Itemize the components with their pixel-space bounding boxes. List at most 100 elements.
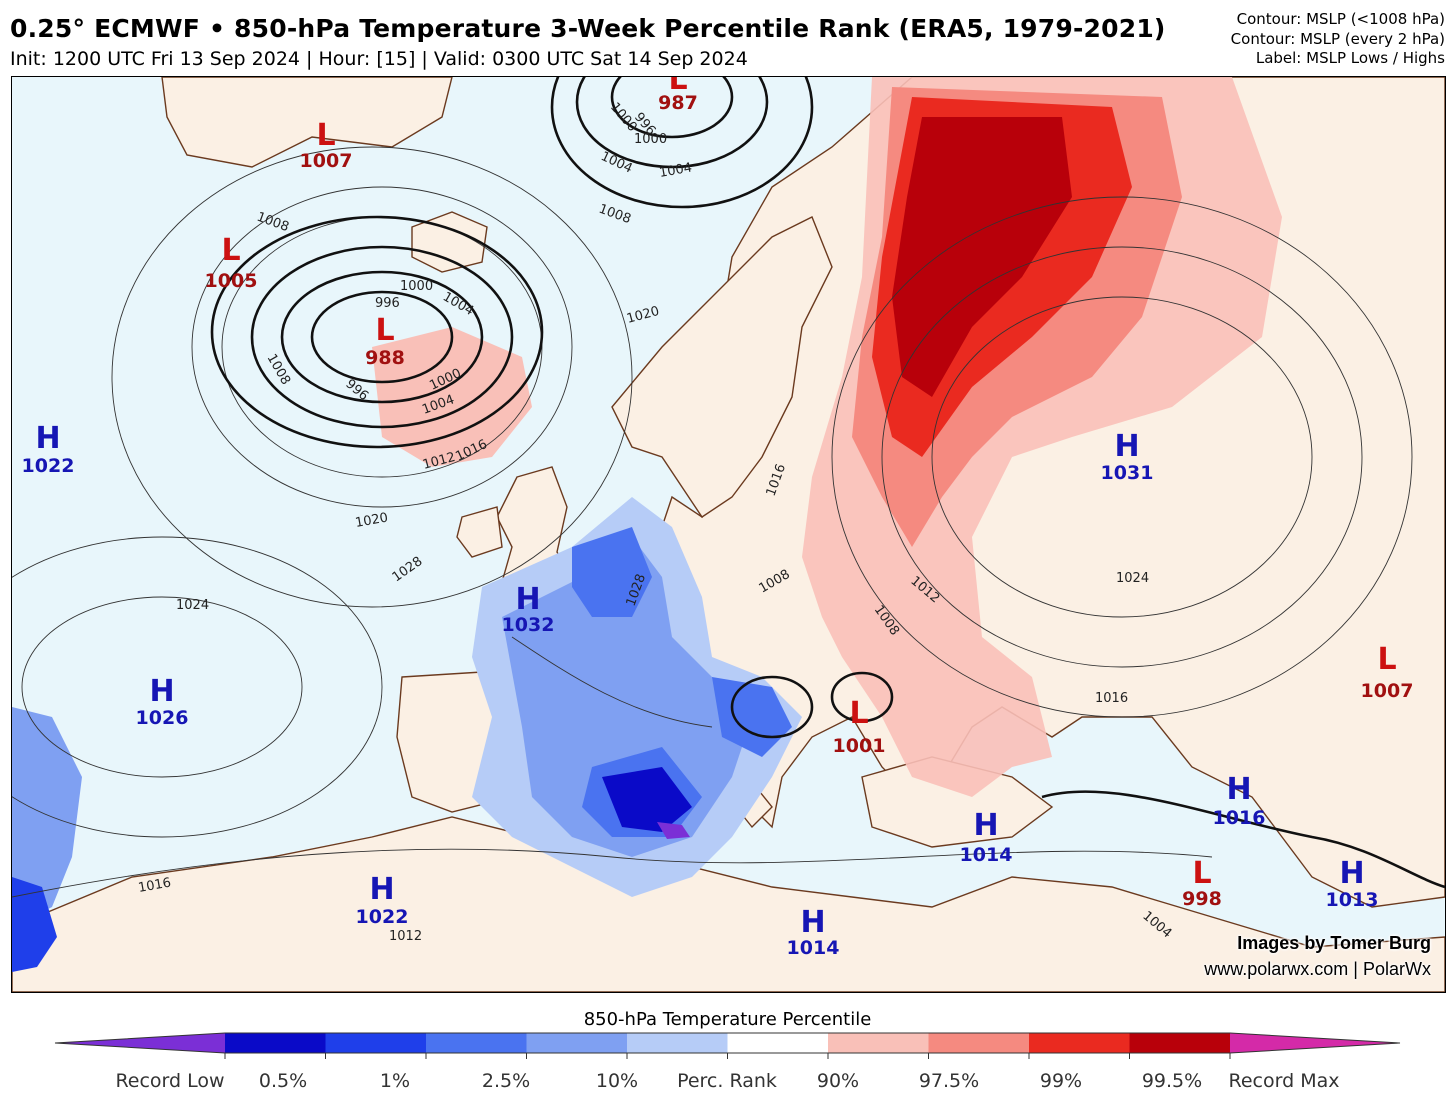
colorbar-label: 0.5% xyxy=(258,1070,308,1092)
high-center-iran: H 1013 xyxy=(1326,856,1379,911)
high-value: 1016 xyxy=(1213,807,1266,829)
credit-website[interactable]: www.polarwx.com | PolarWx xyxy=(1204,959,1431,979)
cold-anomaly-record xyxy=(657,822,690,839)
high-letter: H xyxy=(35,421,60,456)
high-center-libya: H 1014 xyxy=(787,905,840,959)
colorbar-segment xyxy=(426,1033,527,1053)
cold-anomaly-west-deep xyxy=(12,877,57,972)
high-center-turkey: H 1014 xyxy=(960,808,1013,866)
colorbar xyxy=(54,1032,1401,1059)
high-letter: H xyxy=(149,674,174,709)
high-value: 1022 xyxy=(22,455,75,477)
scandinavia-land xyxy=(611,216,833,518)
colorbar-segment-record-max xyxy=(1230,1033,1400,1053)
high-value: 1014 xyxy=(960,844,1013,866)
high-value: 1032 xyxy=(502,614,555,636)
map-subtitle: Init: 1200 UTC Fri 13 Sep 2024 | Hour: [… xyxy=(10,48,748,70)
low-letter: L xyxy=(1377,642,1396,677)
high-letter: H xyxy=(800,905,825,940)
cold-anomaly-1 xyxy=(572,527,792,837)
high-center-azores: H 1026 xyxy=(136,674,189,729)
isobar-label: 1008 xyxy=(255,210,291,235)
low-letter: L xyxy=(375,313,394,348)
colorbar-label: Record Max xyxy=(1228,1070,1340,1092)
contour-note-mslp-low: Contour: MSLP (<1008 hPa) xyxy=(1236,10,1445,28)
colorbar-label: 99.5% xyxy=(1141,1070,1203,1092)
map-title: 0.25° ECMWF • 850-hPa Temperature 3-Week… xyxy=(10,14,1166,43)
high-letter: H xyxy=(1339,856,1364,891)
colorbar-label: Record Low xyxy=(115,1070,225,1092)
colorbar-segment xyxy=(325,1033,427,1053)
low-letter: L xyxy=(316,118,335,153)
warm-anomaly-north-atlantic xyxy=(372,327,532,467)
high-letter: H xyxy=(1226,772,1251,807)
contour-note-mslp-every: Contour: MSLP (every 2 hPa) xyxy=(1230,29,1445,48)
high-value: 1014 xyxy=(787,937,840,959)
isobar-label: 1020 xyxy=(354,510,389,531)
colorbar-segment xyxy=(1029,1033,1130,1053)
cold-anomaly-2-5 xyxy=(502,537,752,857)
colorbar-label: 97.5% xyxy=(918,1070,980,1092)
isobar-label: 1008 xyxy=(597,202,633,227)
isobar-label: 1012 xyxy=(389,929,422,944)
iceland-land xyxy=(411,211,488,273)
colorbar-label: 90% xyxy=(816,1070,860,1092)
low-value: 988 xyxy=(365,347,405,369)
ireland-land xyxy=(456,506,503,558)
greenland-land xyxy=(161,77,453,168)
warm-anomaly-995 xyxy=(892,117,1072,397)
isobar-layer xyxy=(12,146,1413,898)
low-letter: L xyxy=(1192,856,1211,891)
map-canvas: L 1007 L 987 L 1005 L 988 H 1022 H 1031 xyxy=(12,77,1445,992)
high-center-atlantic-west: H 1022 xyxy=(22,421,75,477)
high-value: 1026 xyxy=(136,707,189,729)
low-center-iraq: L 998 xyxy=(1182,856,1222,910)
high-letter: H xyxy=(515,582,540,617)
isobar-label: 1020 xyxy=(625,304,661,327)
low-center-iceland: L 988 xyxy=(365,313,405,369)
isobar-label: 1016 xyxy=(1095,691,1128,706)
isobar-label: 1000 xyxy=(400,279,433,294)
isobar-label: 1004 xyxy=(598,149,634,177)
low-value: 987 xyxy=(658,92,698,114)
low-value: 1007 xyxy=(300,150,353,172)
high-value: 1013 xyxy=(1326,889,1379,911)
colorbar-segment xyxy=(727,1033,829,1053)
isobar-label: 1024 xyxy=(176,598,209,613)
low-center-balkans: L 1001 xyxy=(833,696,886,757)
low-letter: L xyxy=(221,233,240,268)
high-letter: H xyxy=(973,808,998,843)
colorbar-segment xyxy=(526,1033,628,1053)
image-credits: Images by Tomer Burg www.polarwx.com | P… xyxy=(1204,930,1431,982)
cold-anomaly-0-5 xyxy=(602,767,692,832)
colorbar-label: Perc. Rank xyxy=(677,1070,777,1092)
africa-land xyxy=(12,816,1445,992)
isobar-label: 996 xyxy=(375,296,400,311)
low-center-greenland: L 1007 xyxy=(300,118,353,172)
contour-note-labels: Label: MSLP Lows / Highs xyxy=(1255,49,1445,67)
low-value: 998 xyxy=(1182,888,1222,910)
low-value: 1005 xyxy=(205,270,258,292)
high-center-morocco: H 1022 xyxy=(356,872,409,928)
low-letter: L xyxy=(668,77,687,97)
credit-author: Images by Tomer Burg xyxy=(1237,933,1431,953)
high-center-france: H 1032 xyxy=(502,582,555,636)
low-center-west-greenland: L 1005 xyxy=(205,233,258,292)
isobar-label: 1004 xyxy=(658,160,693,181)
high-value: 1031 xyxy=(1101,462,1154,484)
isobar-label: 1016 xyxy=(137,875,172,896)
contour-notes: Contour: MSLP (<1008 hPa) Contour: MSLP … xyxy=(1231,10,1445,69)
colorbar-segment xyxy=(225,1033,326,1053)
colorbar-segment xyxy=(828,1033,929,1053)
high-value: 1022 xyxy=(356,906,409,928)
colorbar-label: 2.5% xyxy=(481,1070,531,1092)
pressure-centers: L 1007 L 987 L 1005 L 988 H 1022 H 1031 xyxy=(22,77,1414,959)
high-center-russia: H 1031 xyxy=(1101,429,1154,484)
low-center-north: L 987 xyxy=(658,77,698,114)
isobar-label: 1028 xyxy=(390,554,426,585)
high-letter: H xyxy=(369,872,394,907)
colorbar-label: 1% xyxy=(379,1070,411,1092)
colorbar-title: 850-hPa Temperature Percentile xyxy=(583,1009,872,1030)
high-letter: H xyxy=(1114,429,1139,464)
low-value: 1007 xyxy=(1361,680,1414,702)
